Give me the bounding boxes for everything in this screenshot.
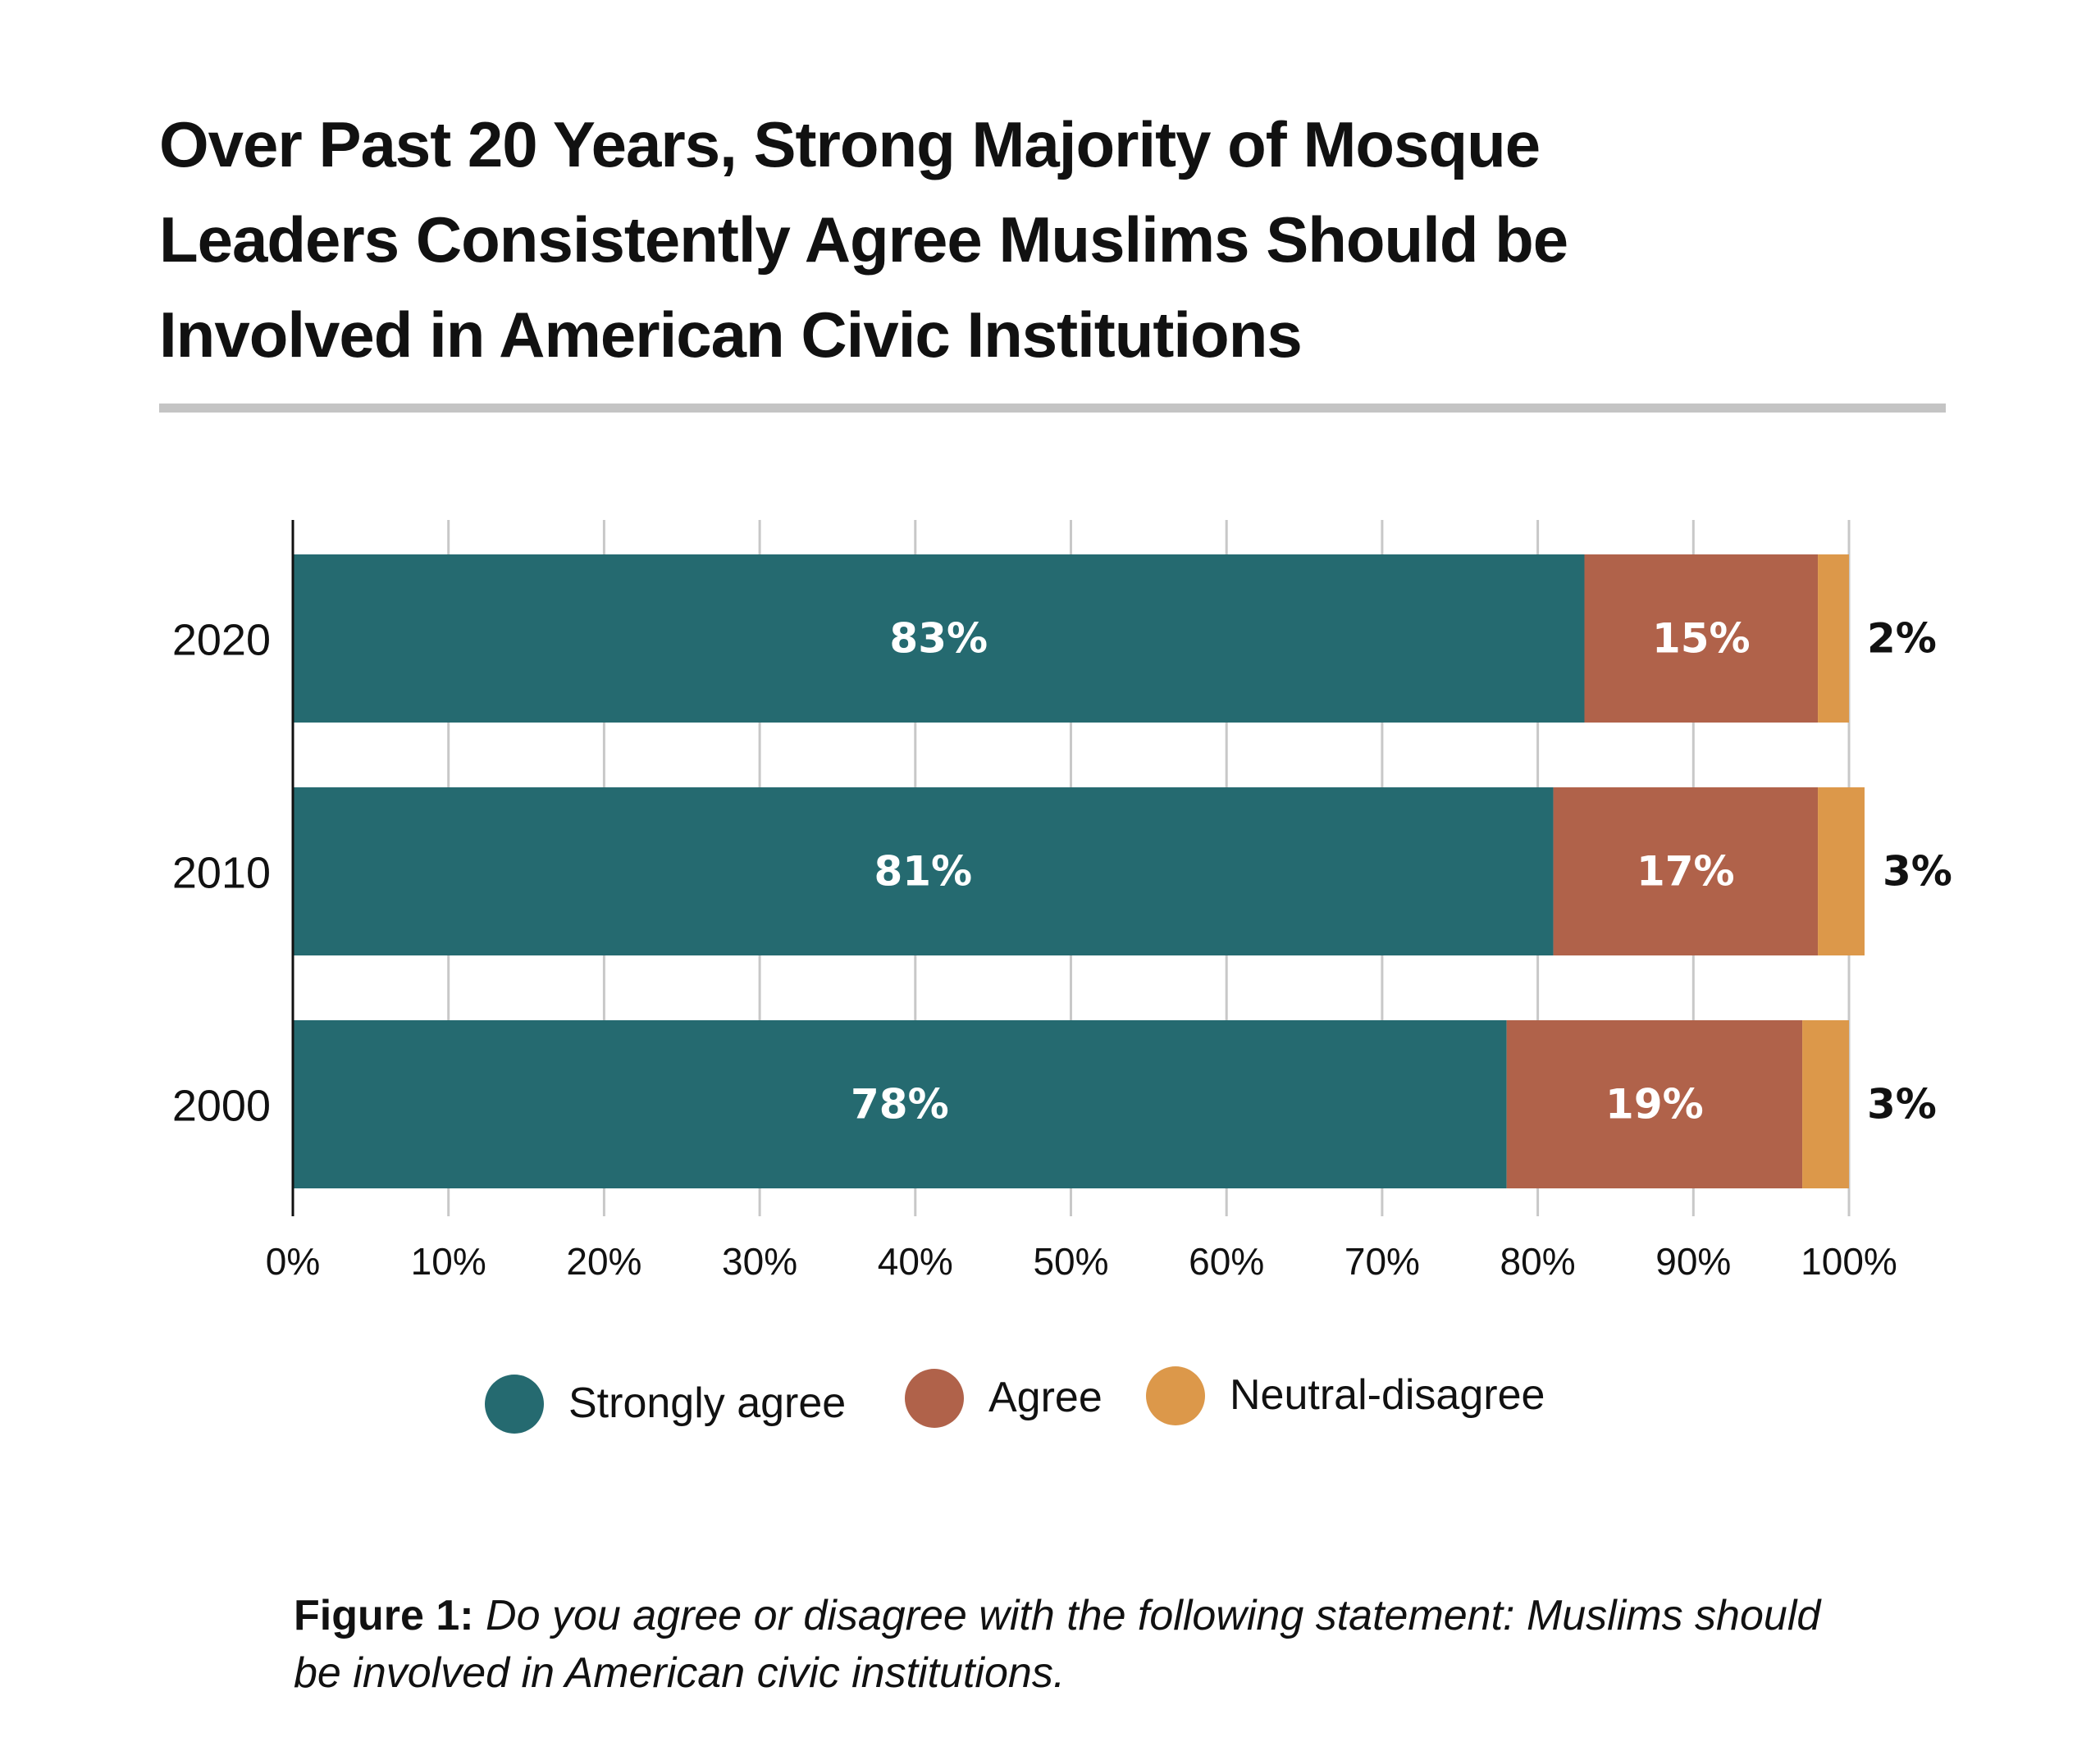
legend: Strongly agree Agree Neutral-disagree xyxy=(485,1366,1545,1434)
bar-segment-neutral-disagree xyxy=(1818,787,1865,955)
y-category-label: 2000 xyxy=(172,1082,271,1131)
y-category-label: 2020 xyxy=(172,616,271,665)
bars xyxy=(293,554,1865,1188)
x-tick-label: 0% xyxy=(266,1240,320,1283)
legend-label: Neutral-disagree xyxy=(1230,1371,1545,1419)
bar-segment-strongly-agree xyxy=(293,1020,1507,1188)
stacked-bar-chart: 83% 15% 2% 81% 17% 3% 78% 19% 3% 0% 10% 20% 30% 40% 5… xyxy=(172,520,1952,1434)
x-tick-label: 30% xyxy=(722,1240,797,1283)
data-label: 17% xyxy=(1637,848,1735,896)
x-tick-label: 50% xyxy=(1033,1240,1108,1283)
chart-title: Over Past 20 Years, Strong Majority of M… xyxy=(159,97,1964,382)
data-label: 19% xyxy=(1605,1081,1704,1128)
bar-segment-agree xyxy=(1584,554,1819,723)
data-label-outside: 3% xyxy=(1883,848,1952,896)
bar-segment-strongly-agree xyxy=(293,787,1554,955)
bar-segment-agree xyxy=(1553,787,1819,955)
data-label-outside: 2% xyxy=(1867,615,1937,663)
legend-swatch-agree xyxy=(905,1369,964,1428)
data-label-outside: 3% xyxy=(1867,1081,1937,1128)
caption-text: Do you agree or disagree with the follow… xyxy=(294,1592,1821,1697)
x-tick-label: 40% xyxy=(878,1240,953,1283)
title-line: Leaders Consistently Agree Muslims Shoul… xyxy=(159,203,1568,276)
legend-label: Strongly agree xyxy=(568,1379,846,1427)
data-label: 15% xyxy=(1652,615,1751,663)
figure-caption: Figure 1: Do you agree or disagree with … xyxy=(294,1587,1852,1702)
caption-label: Figure 1: xyxy=(294,1592,474,1639)
data-labels: 83% 15% 2% 81% 17% 3% 78% 19% 3% xyxy=(851,615,1952,1128)
x-tick-label: 100% xyxy=(1801,1240,1897,1283)
x-tick-label: 10% xyxy=(411,1240,486,1283)
x-tick-label: 90% xyxy=(1655,1240,1731,1283)
x-tick-label: 20% xyxy=(566,1240,641,1283)
legend-swatch-strongly-agree xyxy=(485,1375,544,1434)
x-tick-label: 70% xyxy=(1344,1240,1420,1283)
y-category-label: 2010 xyxy=(172,849,271,898)
legend-label: Agree xyxy=(988,1374,1102,1421)
x-tick-label: 60% xyxy=(1189,1240,1264,1283)
title-line: Involved in American Civic Institutions xyxy=(159,299,1303,371)
bar-segment-neutral-disagree xyxy=(1818,554,1849,723)
title-divider xyxy=(159,404,1946,413)
bar-segment-neutral-disagree xyxy=(1802,1020,1849,1188)
bar-segment-agree xyxy=(1506,1020,1803,1188)
data-label: 83% xyxy=(889,615,988,663)
legend-swatch-neutral-disagree xyxy=(1146,1366,1205,1425)
data-label: 81% xyxy=(874,848,972,896)
axes: 0% 10% 20% 30% 40% 50% 60% 70% 80% 90% 100% 2020 201… xyxy=(172,520,1897,1283)
title-line: Over Past 20 Years, Strong Majority of M… xyxy=(159,108,1541,180)
data-label: 78% xyxy=(851,1081,949,1128)
bar-segment-strongly-agree xyxy=(293,554,1585,723)
x-tick-label: 80% xyxy=(1500,1240,1576,1283)
